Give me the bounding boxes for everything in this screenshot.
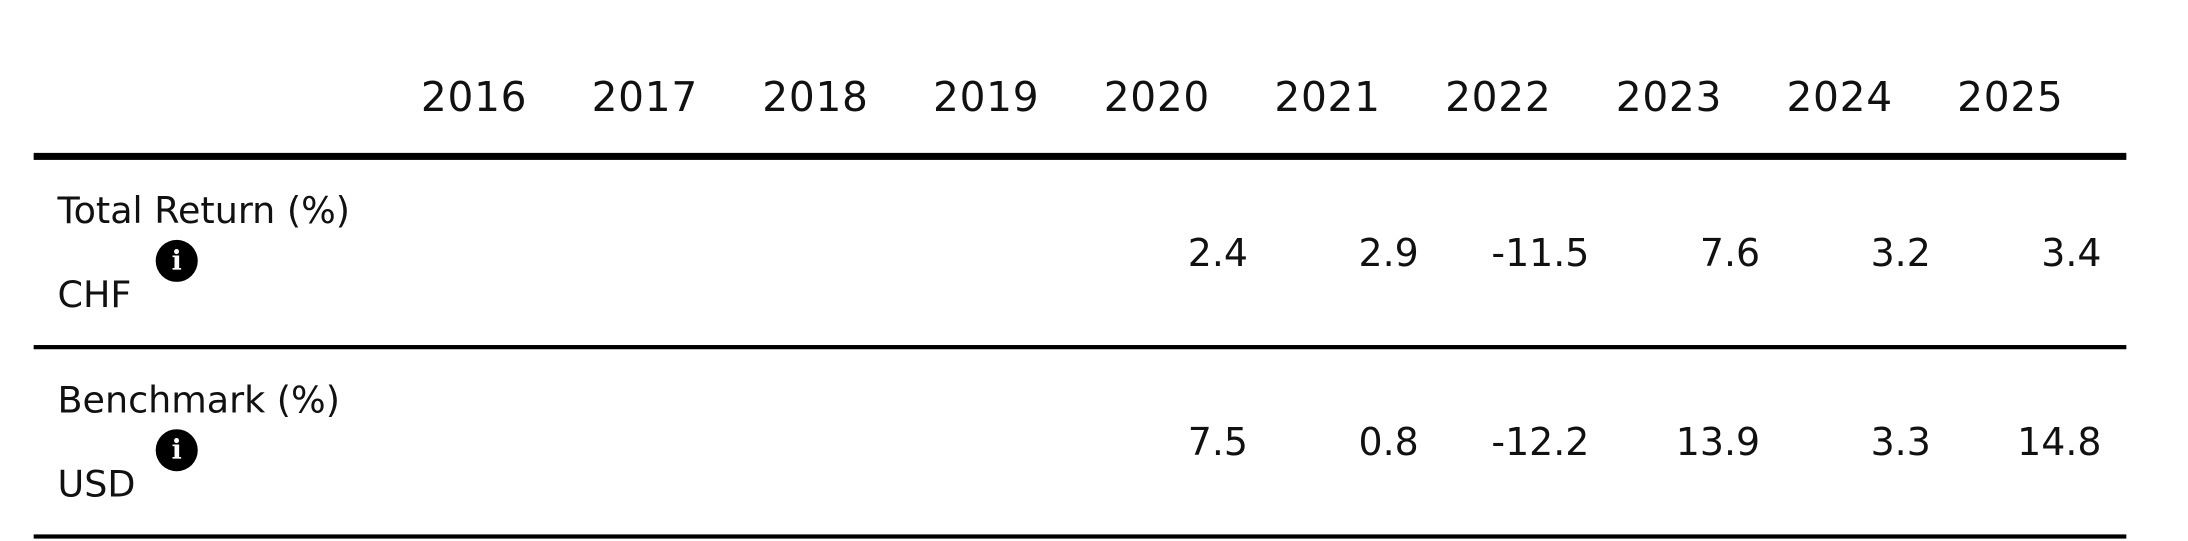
row-rule xyxy=(33,345,2127,349)
cell-value: 3.4 xyxy=(2041,232,2102,276)
cell-value: 7.6 xyxy=(1699,232,1761,276)
year-header: 2016 xyxy=(420,72,528,121)
cell-value: 13.9 xyxy=(1675,421,1761,465)
year-header: 2023 xyxy=(1615,72,1723,121)
year-header: 2020 xyxy=(1103,72,1211,121)
cell-value: 3.2 xyxy=(1870,232,1931,276)
cell-value: 7.5 xyxy=(1187,421,1249,465)
cell-value: 2.4 xyxy=(1187,232,1249,276)
cell-value: 14.8 xyxy=(2017,421,2102,465)
year-header: 2024 xyxy=(1786,72,1893,121)
cell-value: 2.9 xyxy=(1358,232,1419,276)
info-icon[interactable]: i xyxy=(155,239,198,282)
cell-value: 0.8 xyxy=(1358,421,1419,465)
year-header: 2019 xyxy=(932,72,1040,121)
year-header: 2018 xyxy=(762,72,869,121)
year-header: 2025 xyxy=(1957,72,2064,121)
header-rule xyxy=(33,152,2127,160)
row-rule xyxy=(33,534,2127,538)
row-currency: CHF xyxy=(57,274,132,317)
row-currency: USD xyxy=(57,464,136,507)
year-header: 2017 xyxy=(591,72,698,121)
cell-value: 3.3 xyxy=(1870,421,1931,465)
info-icon[interactable]: i xyxy=(155,429,198,472)
year-header: 2021 xyxy=(1274,72,1381,121)
cell-value: -11.5 xyxy=(1491,232,1590,276)
cell-value: -12.2 xyxy=(1491,421,1590,465)
year-header: 2022 xyxy=(1445,72,1552,121)
row-label: Benchmark (%) xyxy=(57,380,340,423)
row-label: Total Return (%) xyxy=(57,190,350,233)
